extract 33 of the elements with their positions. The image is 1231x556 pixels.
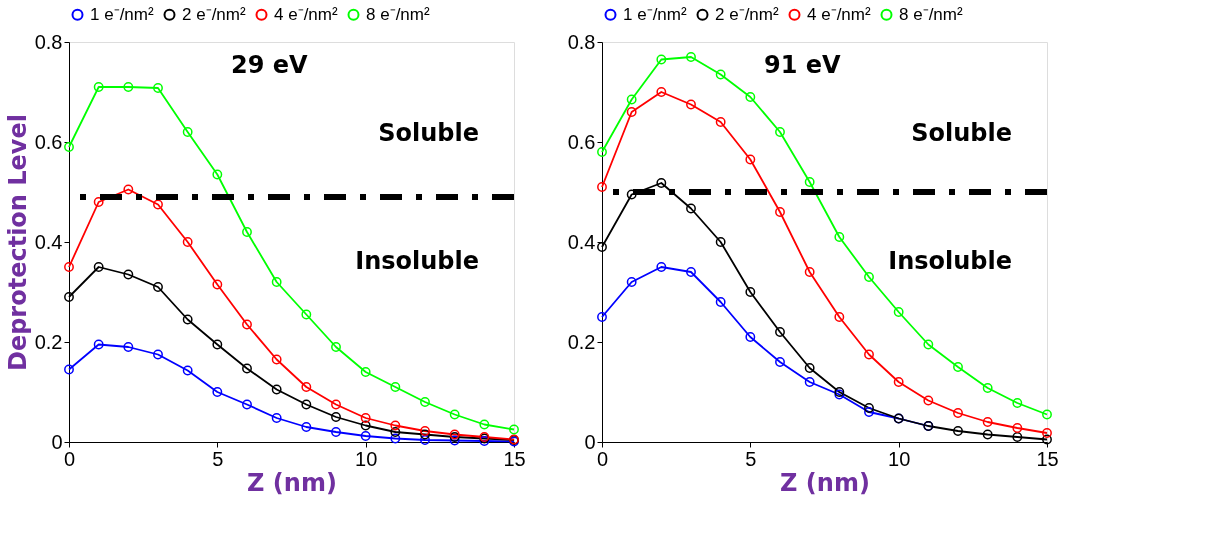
y-tick-label: 0.2 (34, 330, 63, 353)
x-axis-title: Z (nm) (780, 468, 870, 497)
legend-label: 1 e⁻/nm² (90, 4, 154, 24)
annotation: Insoluble (888, 247, 1012, 275)
x-tick-label: 15 (1036, 447, 1059, 470)
x-tick-label: 5 (212, 447, 224, 470)
y-tick-label: 0.8 (567, 30, 596, 53)
y-tick-label: 0.6 (567, 130, 596, 153)
y-axis-title: Deprotection Level (3, 113, 32, 372)
legend-label: 8 e⁻/nm² (366, 4, 430, 24)
legend-label: 4 e⁻/nm² (807, 4, 871, 24)
y-tick-label: 0.8 (34, 30, 63, 53)
y-tick-label: 0 (584, 430, 596, 453)
x-tick-label: 10 (888, 447, 911, 470)
annotation: Insoluble (355, 247, 479, 275)
legend-label: 1 e⁻/nm² (623, 4, 687, 24)
x-tick-label: 5 (745, 447, 757, 470)
legend-label: 4 e⁻/nm² (274, 4, 338, 24)
annotation: Soluble (911, 119, 1012, 147)
y-tick-label: 0.2 (567, 330, 596, 353)
x-tick-label: 15 (503, 447, 526, 470)
y-tick-label: 0 (51, 430, 63, 453)
legend-label: 8 e⁻/nm² (899, 4, 963, 24)
y-tick-label: 0.6 (34, 130, 63, 153)
chart-title: 29 eV (230, 51, 308, 79)
annotation: Soluble (378, 119, 479, 147)
y-tick-label: 0.4 (567, 230, 596, 253)
legend-label: 2 e⁻/nm² (182, 4, 246, 24)
legend-label: 2 e⁻/nm² (715, 4, 779, 24)
chart-title: 91 eV (763, 51, 841, 79)
x-axis-title: Z (nm) (247, 468, 337, 497)
y-tick-label: 0.4 (34, 230, 63, 253)
x-tick-label: 10 (355, 447, 378, 470)
